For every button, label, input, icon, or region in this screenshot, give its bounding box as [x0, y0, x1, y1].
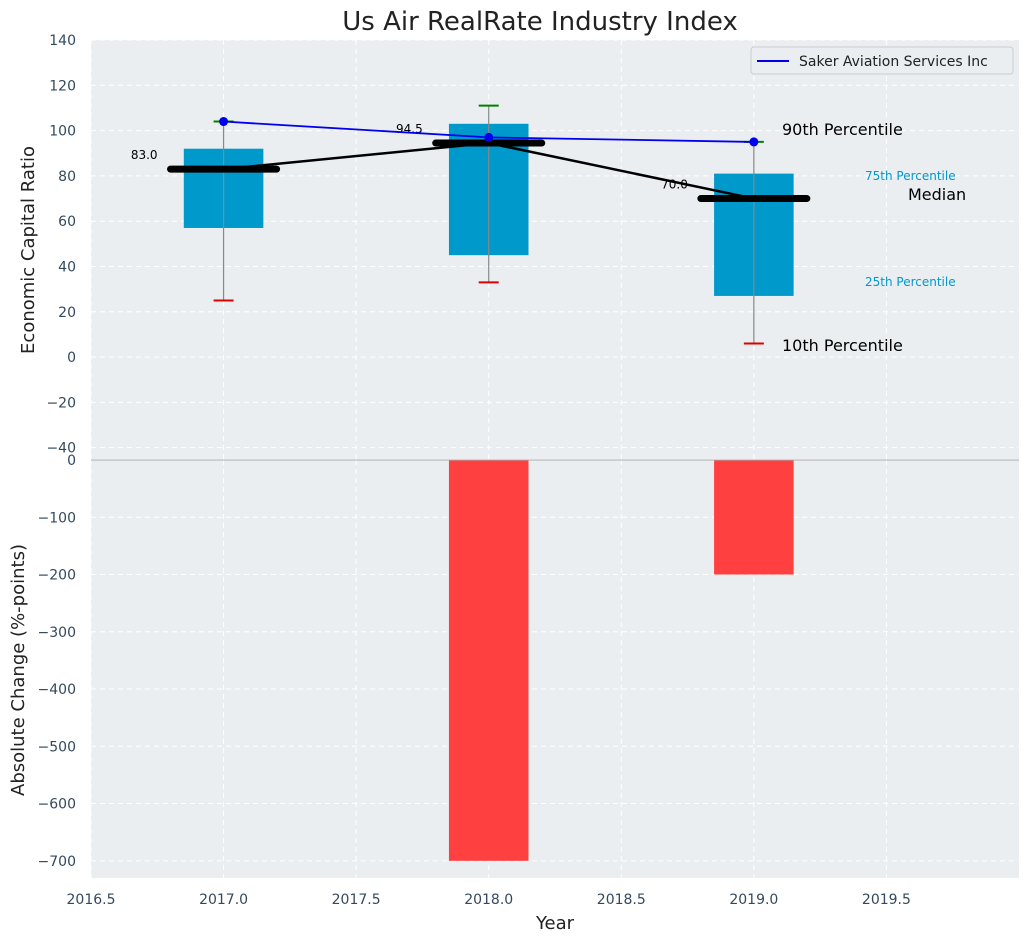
- bottom-x-ticks: 2016.5 2017.0 2017.5 2018.0 2018.5 2019.0 2019…: [67, 892, 911, 908]
- annotation-75th-percentile: 75th Percentile: [865, 169, 956, 183]
- change-bar: [714, 460, 794, 575]
- top-y-axis-label: Economic Capital Ratio: [18, 146, 39, 354]
- annotation-median: Median: [908, 185, 966, 204]
- top-y-tick-label: 60: [58, 214, 76, 230]
- top-y-ticks: −40 −20 0 20 40 60 80 100 120 140: [46, 33, 76, 457]
- top-marks: 83.094.570.0: [131, 104, 811, 345]
- annotation-25th-percentile: 25th Percentile: [865, 275, 956, 289]
- bottom-y-tick-label: −200: [38, 568, 76, 584]
- bottom-y-tick-label: 0: [67, 453, 76, 469]
- annotation-90th-percentile: 90th Percentile: [782, 120, 903, 139]
- top-y-tick-label: 80: [58, 169, 76, 185]
- x-tick-label: 2016.5: [67, 892, 116, 908]
- bottom-y-tick-label: −400: [38, 682, 76, 698]
- bottom-plot-area: [91, 460, 1019, 878]
- x-tick-label: 2018.5: [597, 892, 646, 908]
- top-plot-area: [91, 40, 1019, 459]
- bottom-y-tick-label: −100: [38, 510, 76, 526]
- top-y-tick-label: −20: [46, 395, 76, 411]
- x-axis-label: Year: [535, 913, 575, 934]
- top-y-tick-label: 20: [58, 305, 76, 321]
- x-tick-label: 2017.0: [199, 892, 248, 908]
- saker-series-point: [219, 117, 229, 127]
- bottom-y-tick-label: −700: [38, 854, 76, 870]
- bottom-y-tick-label: −500: [38, 739, 76, 755]
- bottom-marks: [448, 460, 794, 861]
- bottom-y-tick-label: −300: [38, 625, 76, 641]
- top-panel: −40 −20 0 20 40 60 80 100 120 140 83.094.570.0 Us…: [18, 7, 1019, 459]
- top-y-tick-label: 100: [49, 124, 76, 140]
- top-y-tick-label: 0: [67, 350, 76, 366]
- chart-title: Us Air RealRate Industry Index: [342, 7, 738, 37]
- x-tick-label: 2019.0: [729, 892, 778, 908]
- bottom-y-ticks: 0 −100 −200 −300 −400 −500 −600 −700: [38, 453, 76, 870]
- annotation-10th-percentile: 10th Percentile: [782, 336, 903, 355]
- top-y-tick-label: −40: [46, 441, 76, 457]
- x-tick-label: 2017.5: [332, 892, 381, 908]
- x-tick-label: 2019.5: [862, 892, 911, 908]
- bottom-y-tick-label: −600: [38, 797, 76, 813]
- top-y-tick-label: 120: [49, 78, 76, 94]
- bottom-panel: 0 −100 −200 −300 −400 −500 −600 −700 2016.5 2017…: [8, 453, 1019, 934]
- median-value-label: 83.0: [131, 148, 158, 162]
- top-y-tick-label: 40: [58, 259, 76, 275]
- change-bar: [448, 460, 529, 861]
- x-tick-label: 2018.0: [464, 892, 513, 908]
- saker-series-point: [749, 137, 759, 147]
- legend: Saker Aviation Services Inc: [750, 46, 1014, 75]
- bottom-y-axis-label: Absolute Change (%-points): [8, 544, 29, 796]
- legend-box: [750, 46, 1014, 75]
- top-gridlines: [90, 39, 1019, 459]
- top-y-tick-label: 140: [49, 33, 76, 49]
- saker-series-point: [484, 132, 494, 142]
- median-value-label: 70.0: [661, 178, 688, 192]
- legend-entry-saker: Saker Aviation Services Inc: [799, 54, 988, 70]
